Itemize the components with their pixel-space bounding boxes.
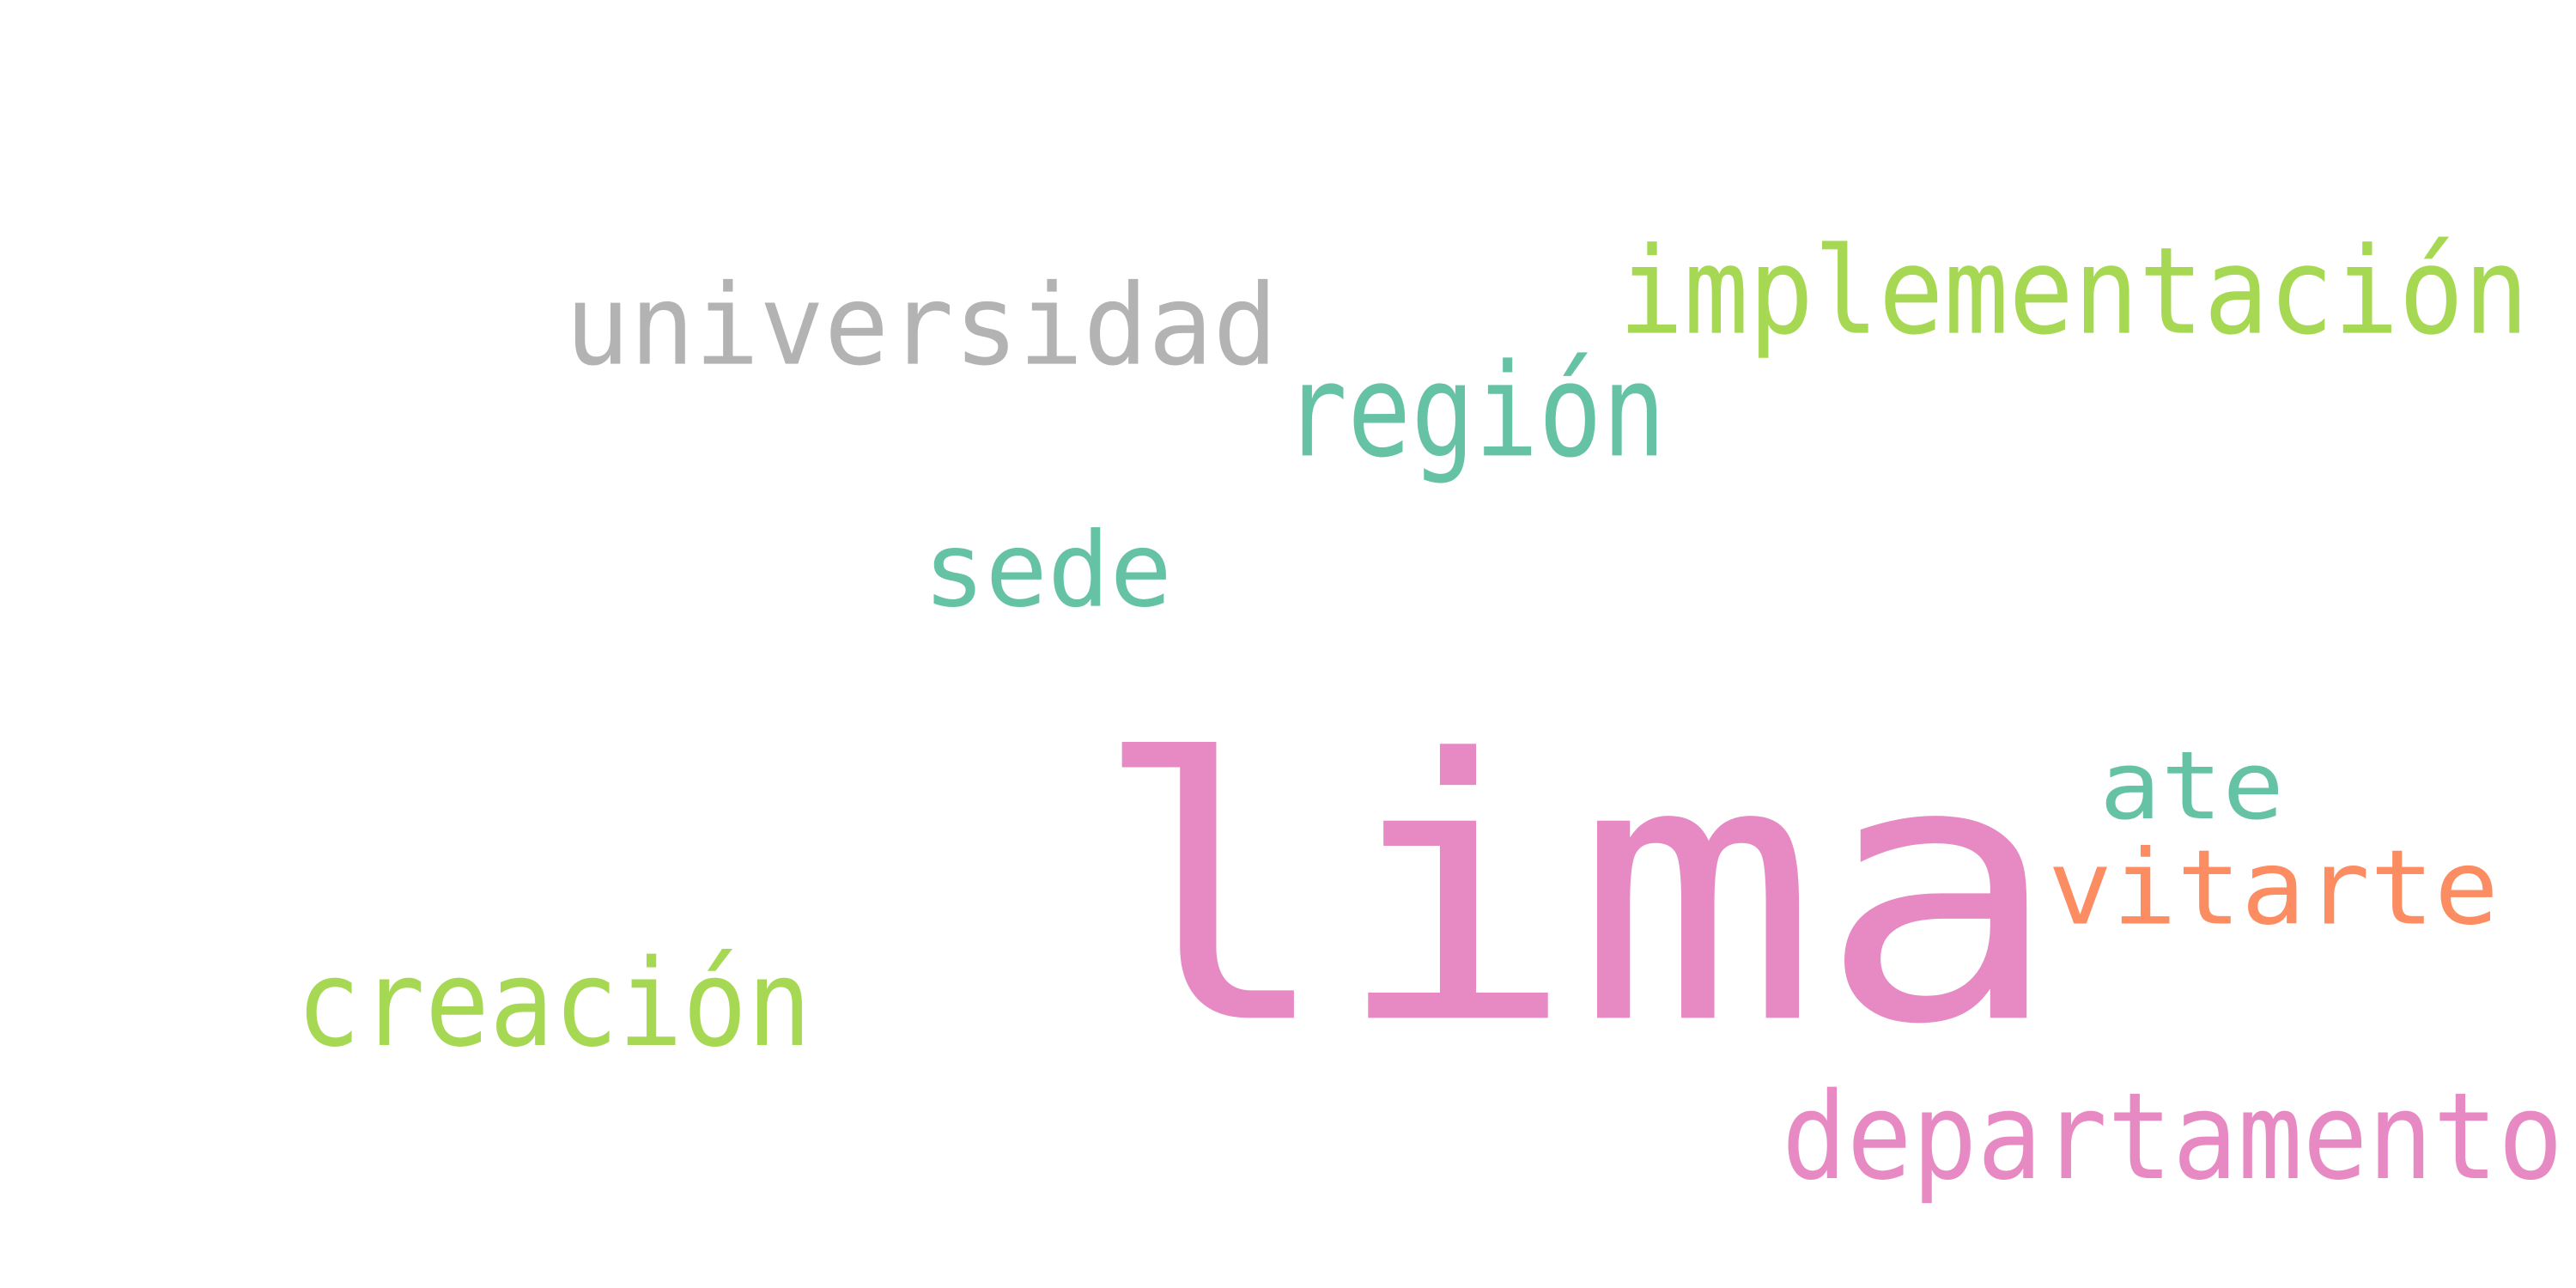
word-sede: sede <box>923 510 1172 631</box>
word-vitarte: vitarte <box>2048 828 2499 949</box>
word-universidad: universidad <box>565 260 1279 392</box>
word-region: región <box>1284 337 1666 487</box>
word-ate: ate <box>2099 730 2284 841</box>
word-implementacion: implementación <box>1619 222 2529 362</box>
word-departamento: departamento <box>1782 1067 2564 1207</box>
word-creacion: creación <box>296 934 811 1074</box>
word-lima: lima <box>1091 683 2062 1103</box>
